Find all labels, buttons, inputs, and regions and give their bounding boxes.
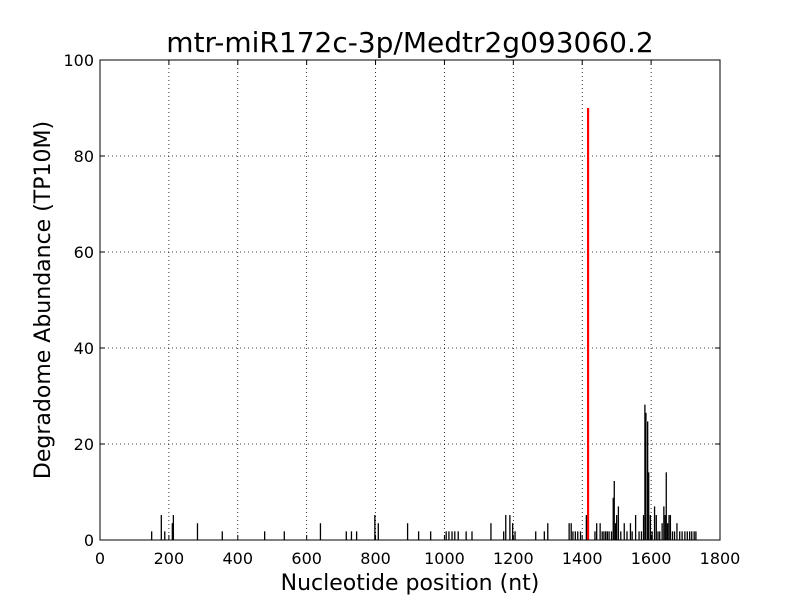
y-axis-label: Degradome Abundance (TP10M) — [31, 121, 56, 479]
x-tick-label: 600 — [291, 549, 322, 568]
plot-frame — [99, 59, 721, 541]
y-tick-label: 100 — [63, 51, 94, 70]
y-tick-label: 60 — [74, 243, 94, 262]
y-tick-label: 40 — [74, 339, 94, 358]
x-tick-label: 0 — [95, 549, 105, 568]
y-tick-labels: 0 20 40 60 80 100 — [63, 51, 94, 550]
x-tick-label: 800 — [360, 549, 391, 568]
chart-title: mtr-miR172c-3p/Medtr2g093060.2 — [166, 26, 653, 59]
x-tick-label: 1600 — [631, 549, 672, 568]
x-tick-label: 200 — [154, 549, 185, 568]
x-tick-label: 1000 — [424, 549, 465, 568]
bars-layer — [151, 404, 697, 540]
x-tick-label: 1400 — [562, 549, 603, 568]
x-tick-labels: 0 200 400 600 800 1000 1200 1400 1600 18… — [95, 549, 740, 568]
y-tick-label: 80 — [74, 147, 94, 166]
grid-lines — [100, 60, 720, 540]
x-axis-label: Nucleotide position (nt) — [281, 571, 540, 596]
x-tick-label: 400 — [223, 549, 254, 568]
x-tick-label: 1200 — [493, 549, 534, 568]
x-tick-label: 1800 — [700, 549, 741, 568]
axis-ticks — [99, 59, 721, 541]
y-tick-label: 0 — [84, 531, 94, 550]
y-tick-label: 20 — [74, 435, 94, 454]
